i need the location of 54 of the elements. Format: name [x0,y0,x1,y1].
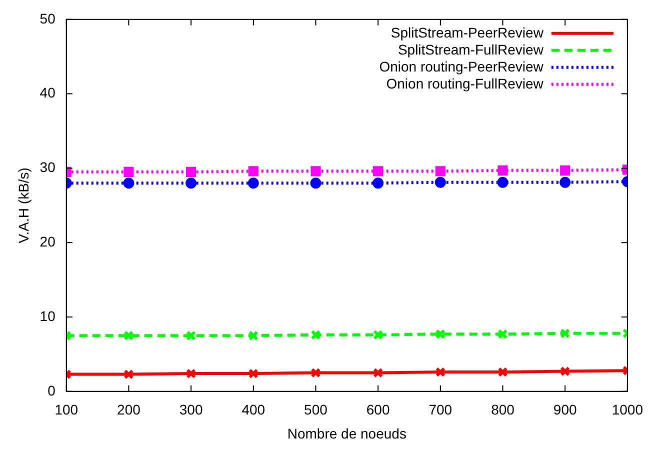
y-tick-label: 40 [40,84,56,101]
x-tick-label: 300 [179,402,203,418]
y-tick-label: 30 [40,159,56,176]
point [560,366,570,376]
point [310,330,321,340]
legend-label: Onion routing-FullReview [386,75,544,92]
point [124,166,134,177]
y-tick-label: 0 [48,382,56,398]
point [373,368,384,378]
point [123,178,134,189]
point [248,166,258,176]
point [186,368,196,379]
point [560,176,571,188]
point [560,165,570,176]
point [248,178,259,189]
point [372,178,384,189]
legend-label: Onion routing-PeerReview [379,58,544,74]
x-tick-label: 900 [553,402,577,418]
x-tick-label: 400 [242,402,266,418]
point [124,330,134,341]
y-tick-label: 50 [40,10,56,26]
x-tick-label: 200 [117,402,141,418]
x-tick-label: 100 [54,402,78,418]
point [186,166,196,177]
point [560,328,570,338]
point [186,330,196,341]
point [373,166,384,176]
x-axis-title: Nombre de noeuds [287,425,406,442]
point [373,330,384,340]
point [310,166,321,176]
x-tick-label: 500 [304,402,328,418]
y-tick-label: 10 [40,308,56,324]
point [310,178,322,189]
x-tick-label: 1000 [612,402,644,418]
point [498,367,508,378]
y-axis-title: V.A.H (kB/s) [15,168,32,244]
legend-label: SplitStream-FullReview [398,41,544,58]
point [434,176,446,188]
point [310,368,321,378]
legend-label: SplitStream-PeerReview [390,24,544,40]
x-tick-label: 600 [366,402,390,418]
point [248,330,258,341]
point [435,367,446,378]
point [248,368,258,379]
point [435,166,446,176]
point [435,329,446,340]
x-tick-label: 800 [491,402,515,418]
point [498,165,508,176]
point [124,369,134,380]
y-tick-label: 20 [40,233,56,250]
x-tick-label: 700 [428,402,452,418]
point [498,329,508,340]
point [497,176,508,188]
point [186,178,197,189]
